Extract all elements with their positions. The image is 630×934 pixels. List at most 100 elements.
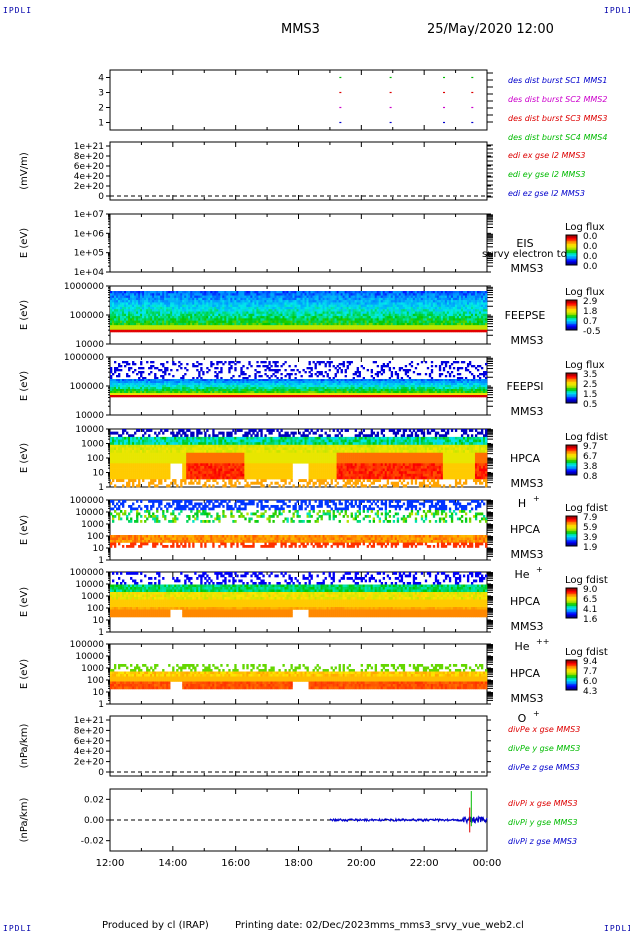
panel-feepse-cell	[112, 306, 115, 310]
panel-feepse-cell	[272, 322, 275, 326]
panel-feepse-cell	[196, 318, 199, 321]
panel-feepsi-cell	[212, 387, 215, 390]
panel-feepse-cell	[126, 329, 129, 333]
panel-feepse-cell	[116, 318, 119, 321]
panel-feepse-cell	[192, 302, 195, 305]
panel-feepsi-cell	[160, 389, 163, 392]
panel-burst-y-tick-label: 4	[98, 74, 104, 84]
panel-feepse-cell	[152, 300, 155, 303]
panel-feepse-cell	[340, 322, 343, 326]
panel-feepse-cell	[472, 300, 476, 303]
panel-feepse-cell	[314, 293, 317, 296]
panel-feepse-cell	[346, 309, 349, 312]
panel-feepse-cell	[284, 309, 287, 312]
panel-feepsi-cell	[246, 385, 249, 388]
panel-feepse-cell	[380, 306, 384, 310]
panel-feepse-cell	[476, 322, 480, 326]
panel-feepse-cell	[446, 322, 450, 326]
panel-feepsi-cell	[300, 381, 303, 384]
panel-feepse-cell	[382, 295, 386, 299]
panel-feepsi-cell	[248, 383, 251, 386]
panel-feepse-cell	[316, 320, 319, 324]
panel-feepse-cell	[138, 304, 141, 308]
panel-feepse-cell	[434, 295, 438, 299]
panel-feepse-cell	[160, 293, 163, 296]
panel-feepse-cell	[202, 293, 205, 296]
panel-feepsi-cell	[120, 395, 123, 398]
panel-feepse-cell	[278, 295, 281, 299]
panel-feepsi-cell	[308, 395, 311, 398]
panel-feepsi-cell	[284, 361, 287, 364]
panel-feepse-cell	[444, 322, 448, 326]
panel-feepsi-cell	[232, 387, 235, 390]
panel-feepse-cell	[166, 304, 169, 308]
panel-feepse-cell	[212, 329, 215, 333]
panel-feepse-cell	[138, 322, 141, 326]
panel-feepse-cell	[452, 320, 456, 324]
panel-feepsi-cell	[204, 381, 207, 384]
panel-feepsi-cell	[170, 387, 173, 390]
panel-feepse-cell	[226, 291, 229, 294]
panel-feepsi-cell	[266, 365, 269, 368]
panel-feepse-cell	[300, 295, 303, 299]
panel-feepse-cell	[402, 318, 406, 321]
panel-feepse-cell	[448, 327, 452, 331]
panel-feepsi-cell	[240, 387, 243, 390]
panel-feepse-cell	[398, 295, 402, 299]
panel-feepse-cell	[348, 295, 351, 299]
panel-feepsi-cell	[174, 389, 177, 392]
panel-feepse-cell	[116, 313, 119, 317]
panel-feepse-cell	[352, 300, 355, 303]
panel-feepsi-cell	[264, 379, 267, 382]
panel-feepse-cell	[372, 325, 376, 328]
panel-feepse-cell	[378, 322, 382, 326]
panel-feepse-cell	[442, 316, 446, 319]
panel-feepse-cell	[252, 304, 255, 308]
panel-feepsi-cell	[274, 361, 277, 364]
panel-feepse-cell	[428, 320, 432, 324]
panel-feepsi-cell	[144, 385, 147, 388]
panel-feepse-cell	[120, 302, 123, 305]
panel-feepse-cell	[460, 318, 464, 321]
panel-feepsi-cell	[190, 379, 193, 382]
panel-feepse-cell	[252, 300, 255, 303]
panel-feepse-cell	[128, 329, 131, 333]
panel-feepsi-cell	[164, 391, 167, 394]
panel-feepse-cell	[418, 304, 422, 308]
panel-feepse-cell	[406, 318, 410, 321]
panel-feepsi-cell	[300, 387, 303, 390]
panel-feepse-cell	[226, 295, 229, 299]
panel-feepse-cell	[384, 306, 388, 310]
panel-feepse-cell	[156, 311, 159, 315]
panel-feepse-cell	[214, 295, 217, 299]
panel-feepsi-cell	[182, 395, 185, 398]
panel-feepse-cell	[156, 291, 159, 294]
panel-feepsi-cell	[110, 375, 113, 378]
panel-feepse-cell	[396, 322, 400, 326]
panel-feepsi-cell	[294, 383, 297, 386]
panel-feepse-cell	[334, 318, 337, 321]
panel-feepsi-cell	[234, 393, 237, 396]
panel-feepse-cell	[344, 309, 347, 312]
panel-feepse-cell	[132, 313, 135, 317]
panel-feepse-cell	[426, 318, 430, 321]
panel-feepse-cell	[228, 302, 231, 305]
panel-feepse-cell	[392, 291, 396, 294]
panel-feepse-cell	[226, 316, 229, 319]
panel-feepsi-cell	[242, 381, 245, 384]
panel-feepse-cell	[316, 306, 319, 310]
panel-feepsi-cell	[240, 383, 243, 386]
panel-feepse-cell	[236, 322, 239, 326]
panel-feepse-cell	[200, 293, 203, 296]
panel-feepse-cell	[306, 293, 309, 296]
panel-feepsi-cell	[192, 389, 195, 392]
panel-feepse-cell	[142, 309, 145, 312]
panel-feepsi-cell	[244, 395, 247, 398]
panel-feepse-cell	[324, 300, 327, 303]
panel-feepse-cell	[246, 291, 249, 294]
panel-feepsi-cell	[210, 389, 213, 392]
panel-feepsi-cell	[216, 373, 219, 376]
panel-feepse-cell	[394, 302, 398, 305]
panel-feepse-cell	[250, 293, 253, 296]
panel-feepse-cell	[228, 322, 231, 326]
